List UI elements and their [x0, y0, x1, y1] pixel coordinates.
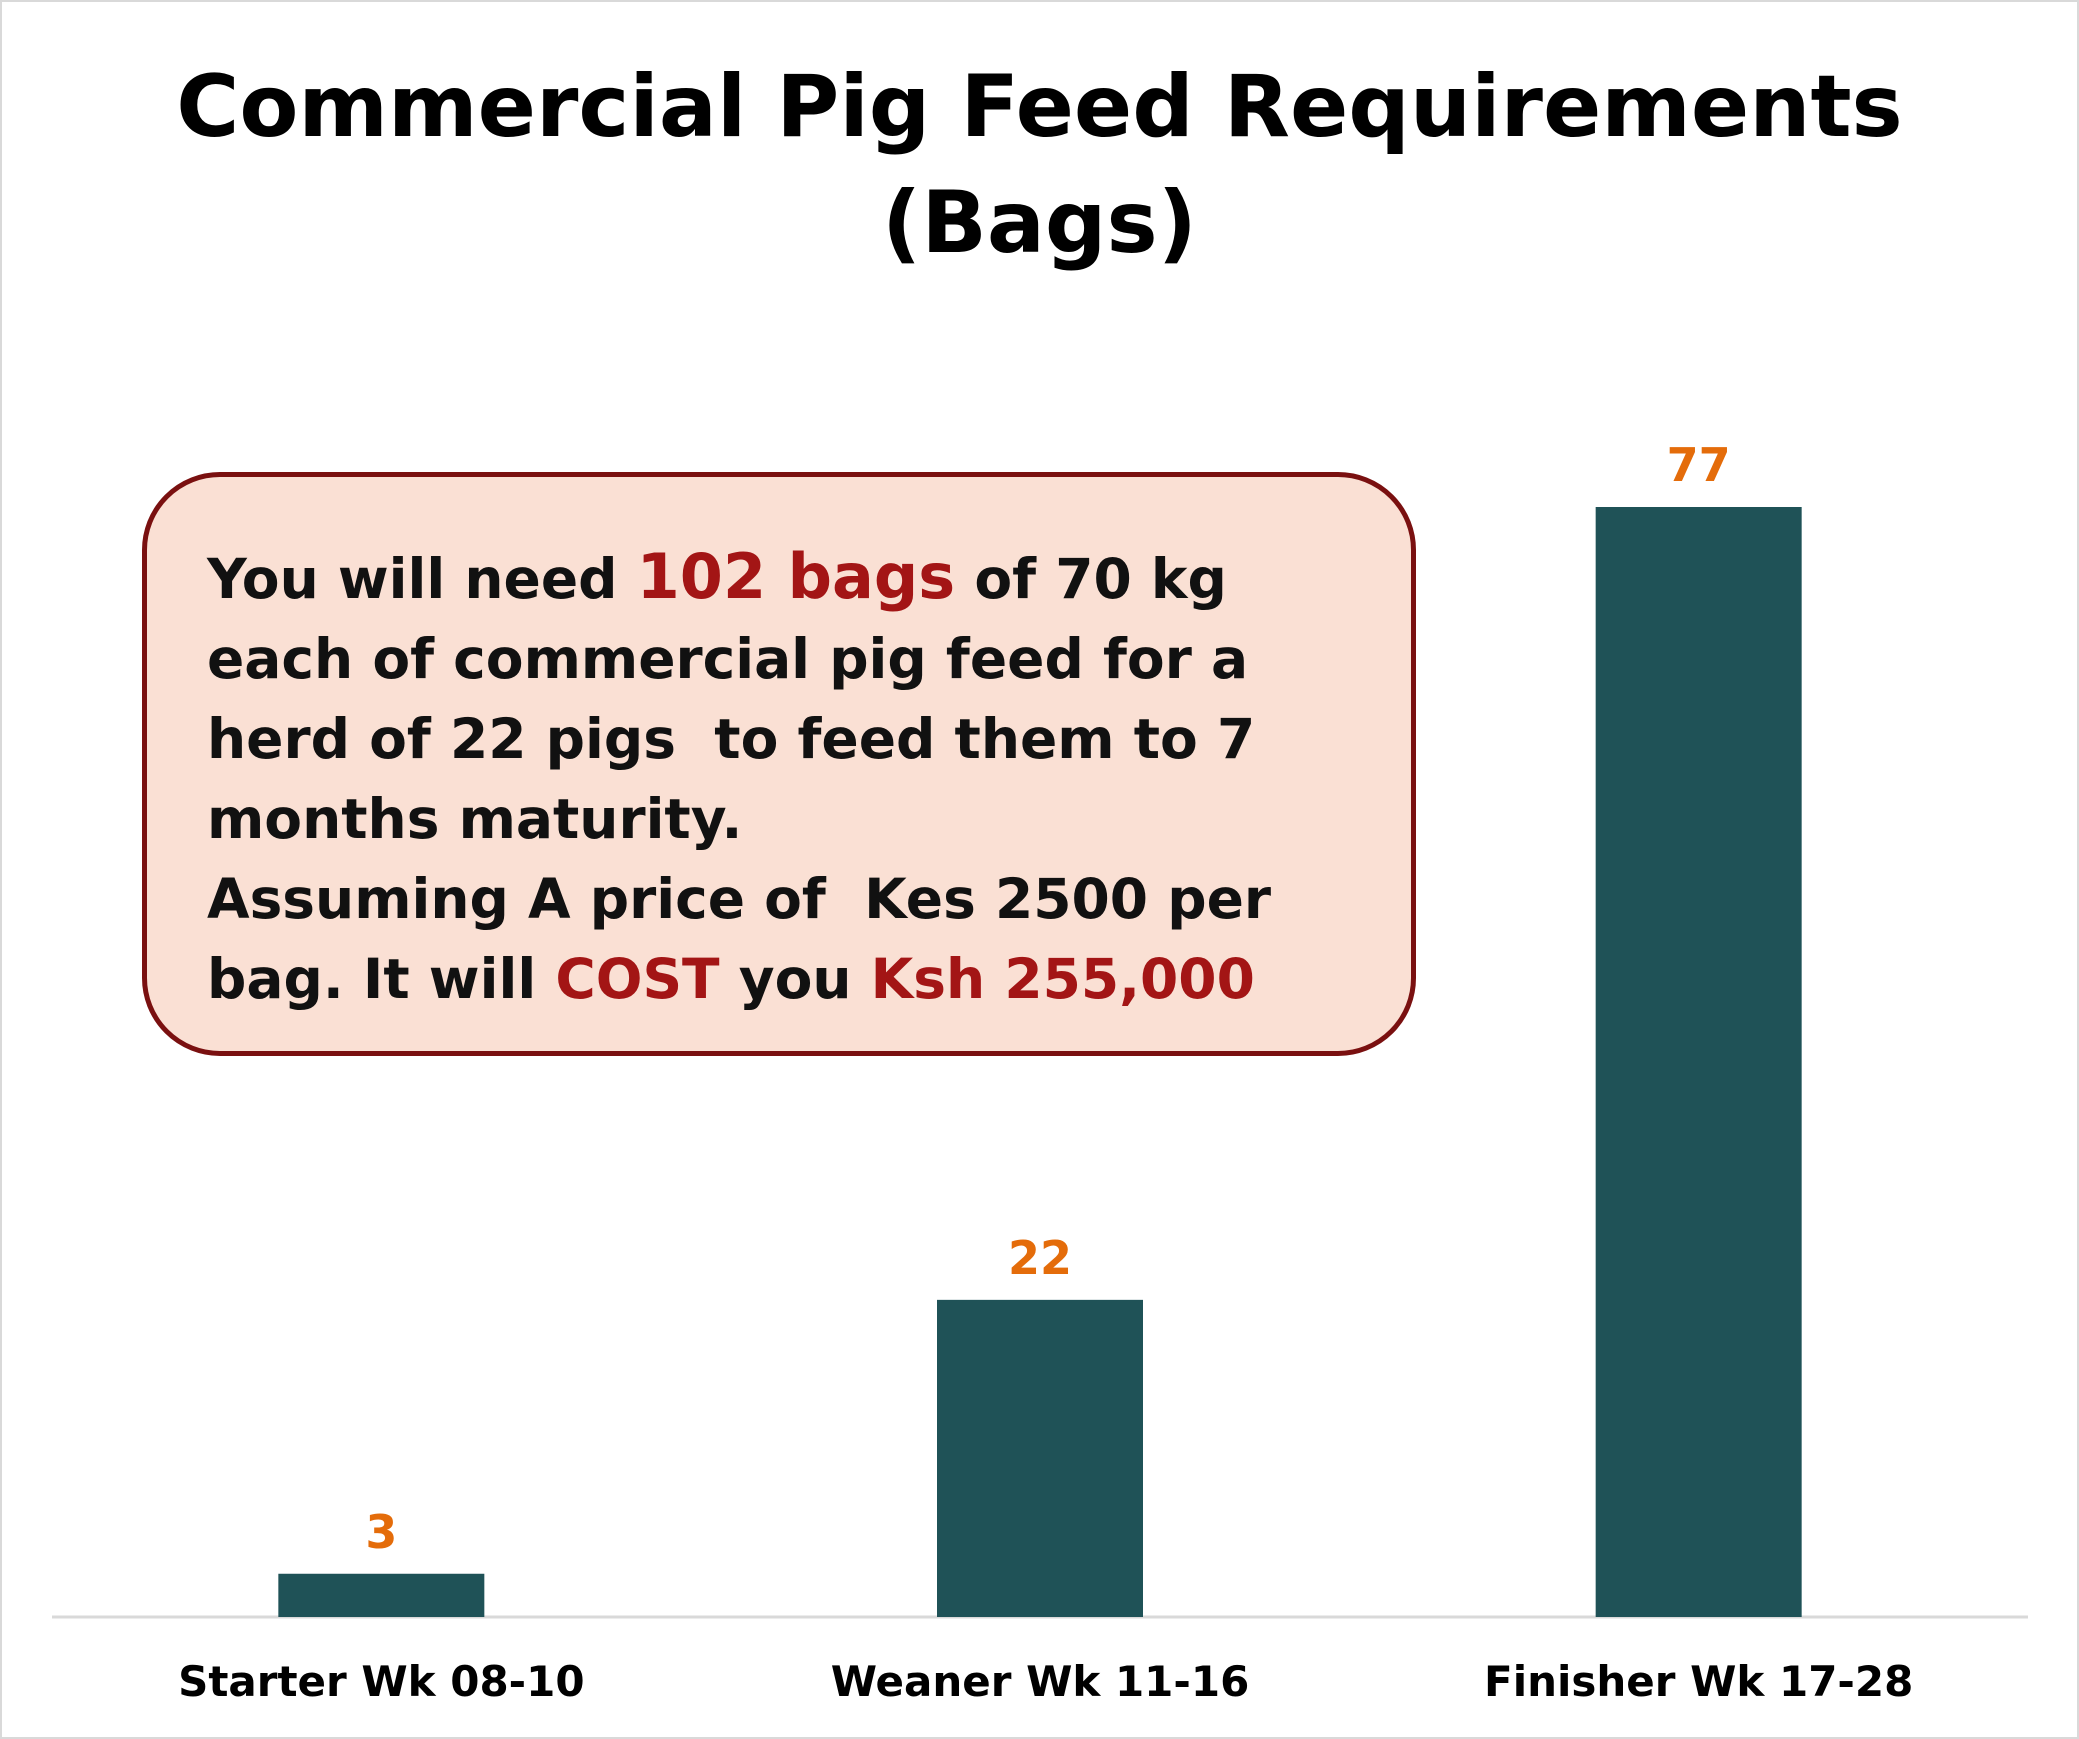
bars-layer: 3 Starter Wk 08-10 22 Weaner Wk 11-16 77 Fini… [178, 438, 1913, 1706]
bar-2 [1595, 507, 1802, 1617]
callout-text-1: You will need [207, 547, 637, 611]
summary-callout: You will need 102 bags of 70 kg each of … [142, 472, 1416, 1056]
bar-1 [937, 1299, 1143, 1617]
callout-highlight-amount: Ksh 255,000 [870, 947, 1255, 1011]
callout-highlight-cost: COST [555, 947, 720, 1011]
x-tick-label-1: Weaner Wk 11-16 [831, 1657, 1250, 1706]
x-tick-label-2: Finisher Wk 17-28 [1484, 1657, 1913, 1706]
callout-text-3: you [719, 947, 871, 1011]
chart-title-line-1: Commercial Pig Feed Requirements [176, 57, 1903, 157]
data-label-1: 22 [1008, 1231, 1072, 1285]
data-label-0: 3 [365, 1505, 397, 1559]
chart-title-line-2: (Bags) [882, 173, 1197, 273]
bar-0 [278, 1573, 485, 1617]
x-tick-label-0: Starter Wk 08-10 [178, 1657, 585, 1706]
callout-highlight-bags: 102 bags [636, 540, 956, 613]
data-label-2: 77 [1667, 438, 1731, 492]
callout-text-2: of 70 kg each of commercial pig feed for… [207, 547, 1272, 1011]
